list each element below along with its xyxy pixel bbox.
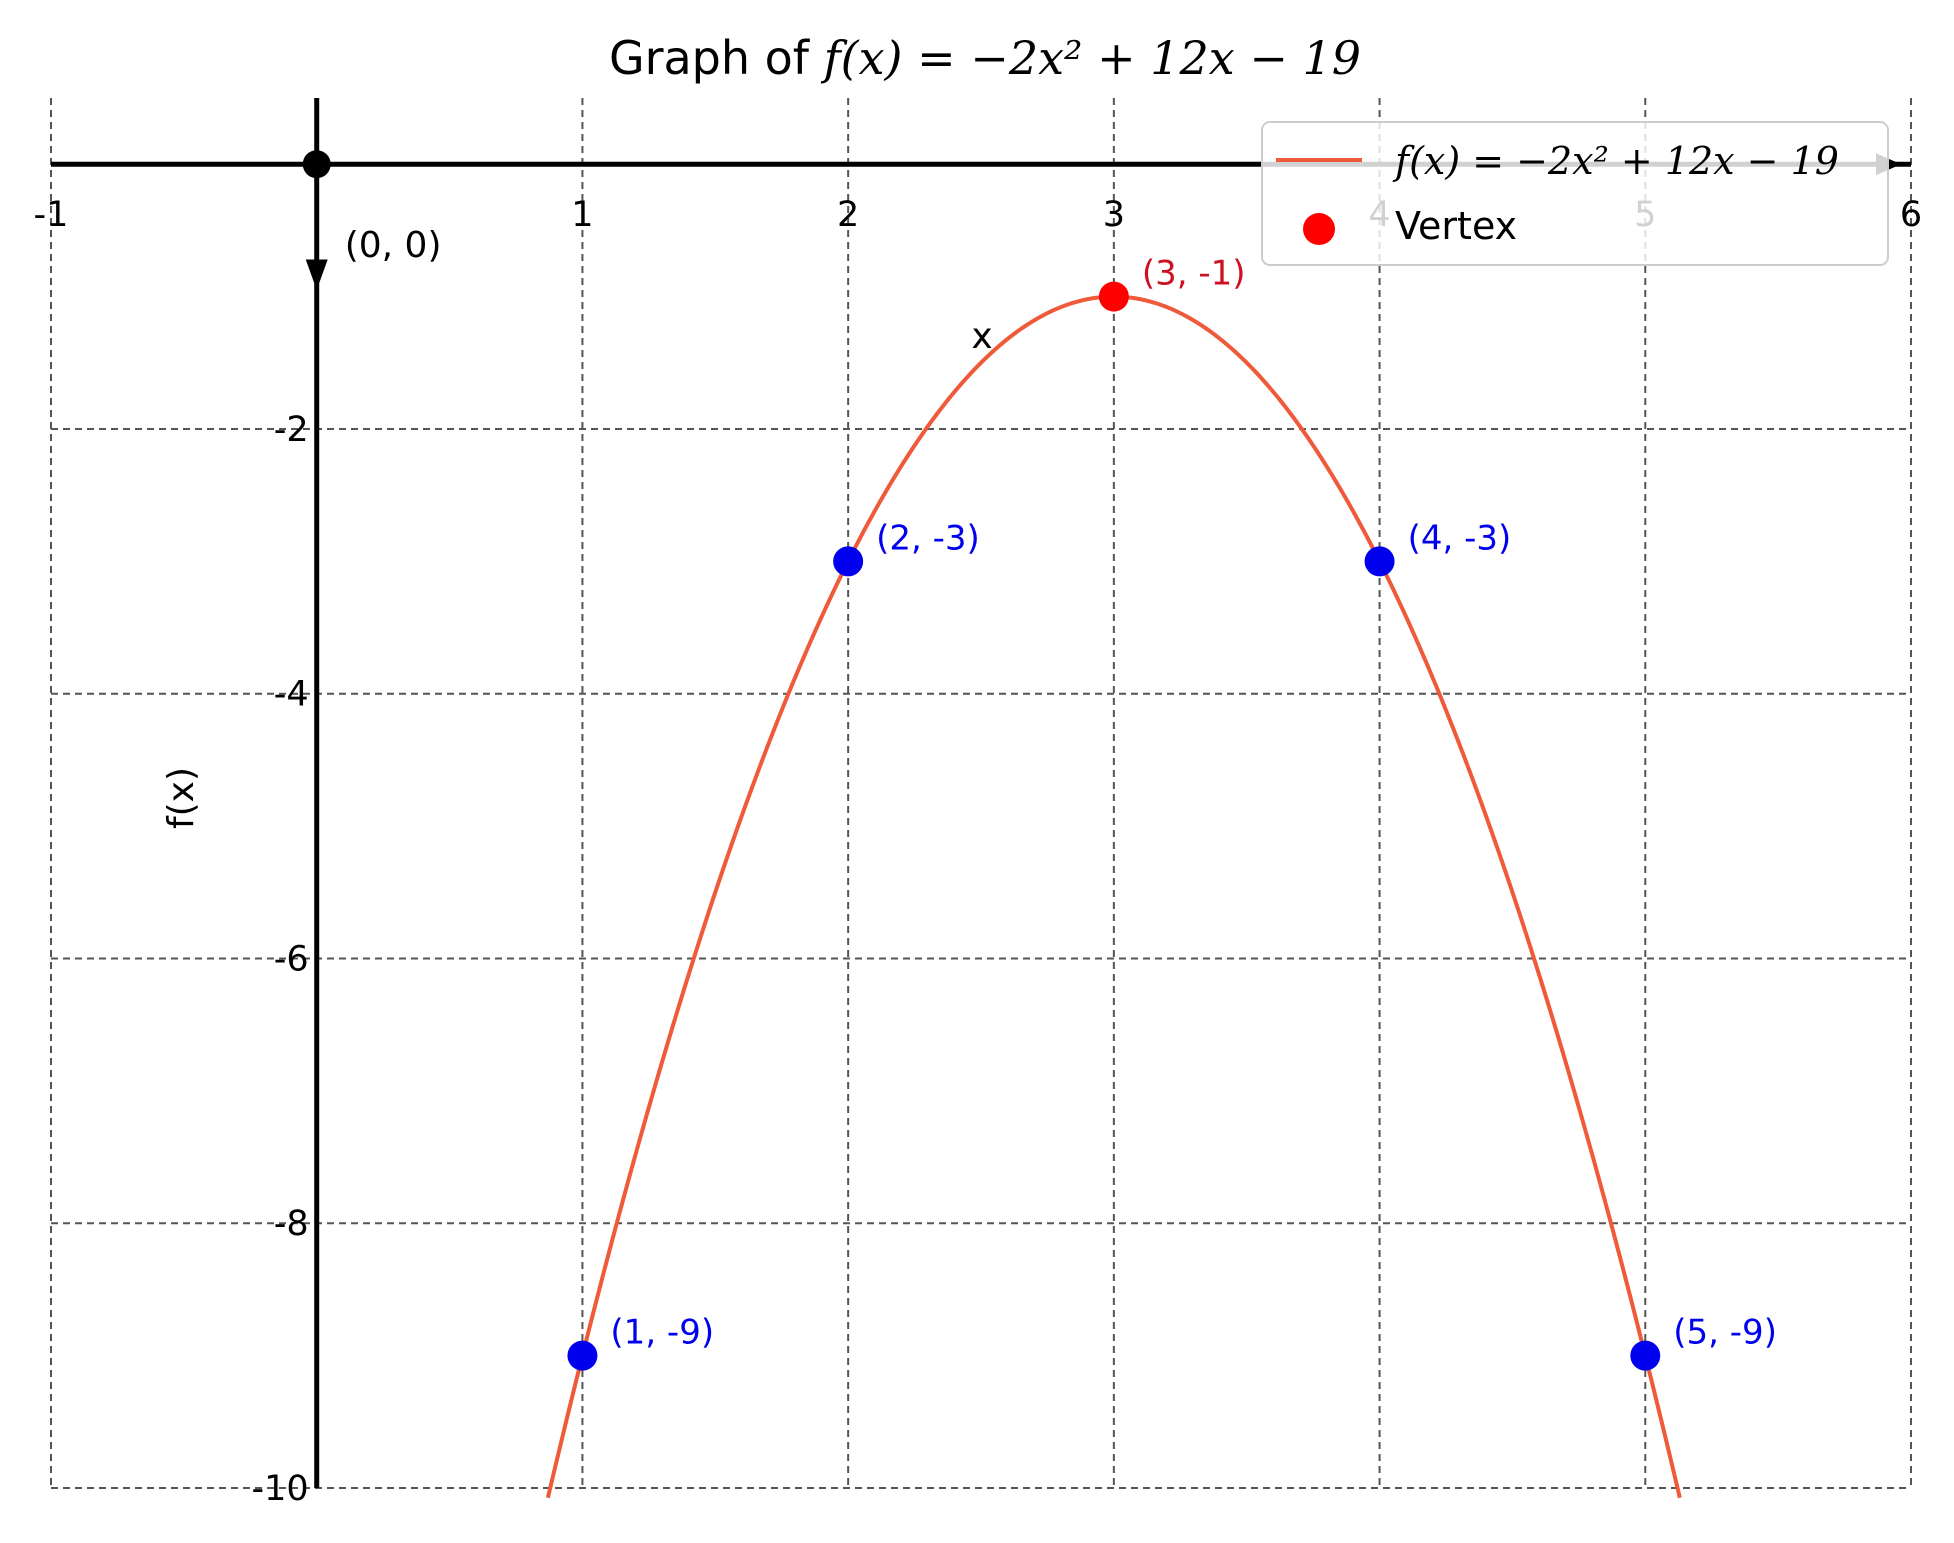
x-tick-label: 1	[571, 195, 593, 235]
sample-point	[833, 546, 864, 577]
y-tick-label: -8	[274, 1204, 309, 1244]
y-axis-label: f(x)	[161, 767, 202, 829]
vertex-point	[1098, 281, 1129, 312]
sample-point	[1364, 546, 1395, 577]
y-tick-label: -2	[274, 410, 309, 450]
chart-title: Graph of f(x) = −2x² + 12x − 19	[609, 31, 1361, 85]
x-tick-label: 6	[1900, 195, 1922, 235]
y-tick-label: -6	[274, 939, 309, 979]
x-tick-label: 2	[837, 195, 859, 235]
sample-point-label: (2, -3)	[876, 518, 980, 558]
sample-point	[1630, 1340, 1661, 1371]
x-tick-label: 3	[1103, 195, 1125, 235]
sample-points: (1, -9) (2, -3) (4, -3) (5, -9)	[567, 518, 1777, 1371]
y-tick-label: -10	[252, 1469, 309, 1509]
legend-label-function: f(x) = −2x² + 12x − 19	[1392, 139, 1839, 183]
x-axis-label: x	[971, 316, 992, 357]
chart-title-prefix: Graph of	[609, 31, 824, 85]
sample-point	[567, 1340, 598, 1371]
sample-point-label: (1, -9)	[610, 1313, 714, 1353]
legend-box	[1261, 121, 1889, 266]
y-axis-arrow	[305, 259, 328, 290]
vertex-label: (3, -1)	[1142, 254, 1246, 294]
y-tick-label: -4	[274, 675, 309, 715]
chart-title-math: f(x) = −2x² + 12x − 19	[821, 31, 1361, 85]
origin-point	[302, 150, 331, 179]
origin-label: (0, 0)	[345, 225, 442, 266]
sample-point-label: (5, -9)	[1673, 1313, 1777, 1353]
sample-point-label: (4, -3)	[1408, 518, 1512, 558]
x-tick-label: -1	[34, 195, 69, 235]
grid-lines	[50, 98, 1912, 1489]
legend-label-vertex: Vertex	[1395, 204, 1517, 248]
legend: f(x) = −2x² + 12x − 19 Vertex	[1261, 121, 1889, 266]
legend-marker-vertex	[1303, 213, 1335, 245]
